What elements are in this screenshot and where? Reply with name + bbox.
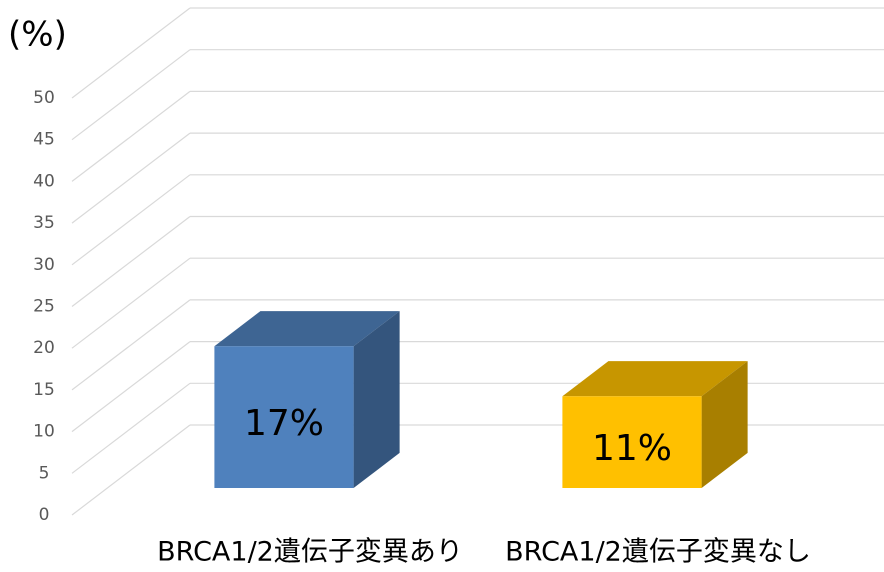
y-tick-label: 15 xyxy=(33,380,55,400)
y-tick-label: 0 xyxy=(39,505,50,525)
bar-side xyxy=(353,311,400,488)
bar xyxy=(562,396,702,488)
bar-top xyxy=(562,361,748,397)
grid-line xyxy=(71,382,191,474)
y-axis-label: (%) xyxy=(8,15,67,55)
bar-side xyxy=(701,361,748,488)
grid-line xyxy=(71,90,191,182)
y-tick-label: 25 xyxy=(33,297,55,317)
grid-line xyxy=(71,299,191,391)
y-tick-label: 10 xyxy=(33,422,55,442)
y-tick-label: 30 xyxy=(33,255,55,275)
grid-line xyxy=(71,424,191,516)
value-label: 17% xyxy=(244,403,324,444)
y-tick-label: 5 xyxy=(39,463,50,483)
x-tick-label: BRCA1/2遺伝子変異あり xyxy=(157,537,463,568)
bar-top xyxy=(214,311,400,347)
grid-line xyxy=(71,257,191,349)
y-tick-label: 50 xyxy=(33,88,55,108)
grid-line xyxy=(71,132,191,224)
value-label: 11% xyxy=(592,428,672,469)
x-tick-label: BRCA1/2遺伝子変異なし xyxy=(505,537,811,568)
grid-line xyxy=(71,174,191,266)
grid-line xyxy=(71,7,191,99)
bar xyxy=(214,346,354,488)
y-tick-label: 20 xyxy=(33,338,55,358)
y-tick-label: 35 xyxy=(33,213,55,233)
grid-line xyxy=(71,341,191,433)
y-tick-label: 40 xyxy=(33,171,55,191)
grid-line xyxy=(71,216,191,307)
grid-line xyxy=(71,49,191,141)
y-tick-label: 45 xyxy=(33,130,55,150)
